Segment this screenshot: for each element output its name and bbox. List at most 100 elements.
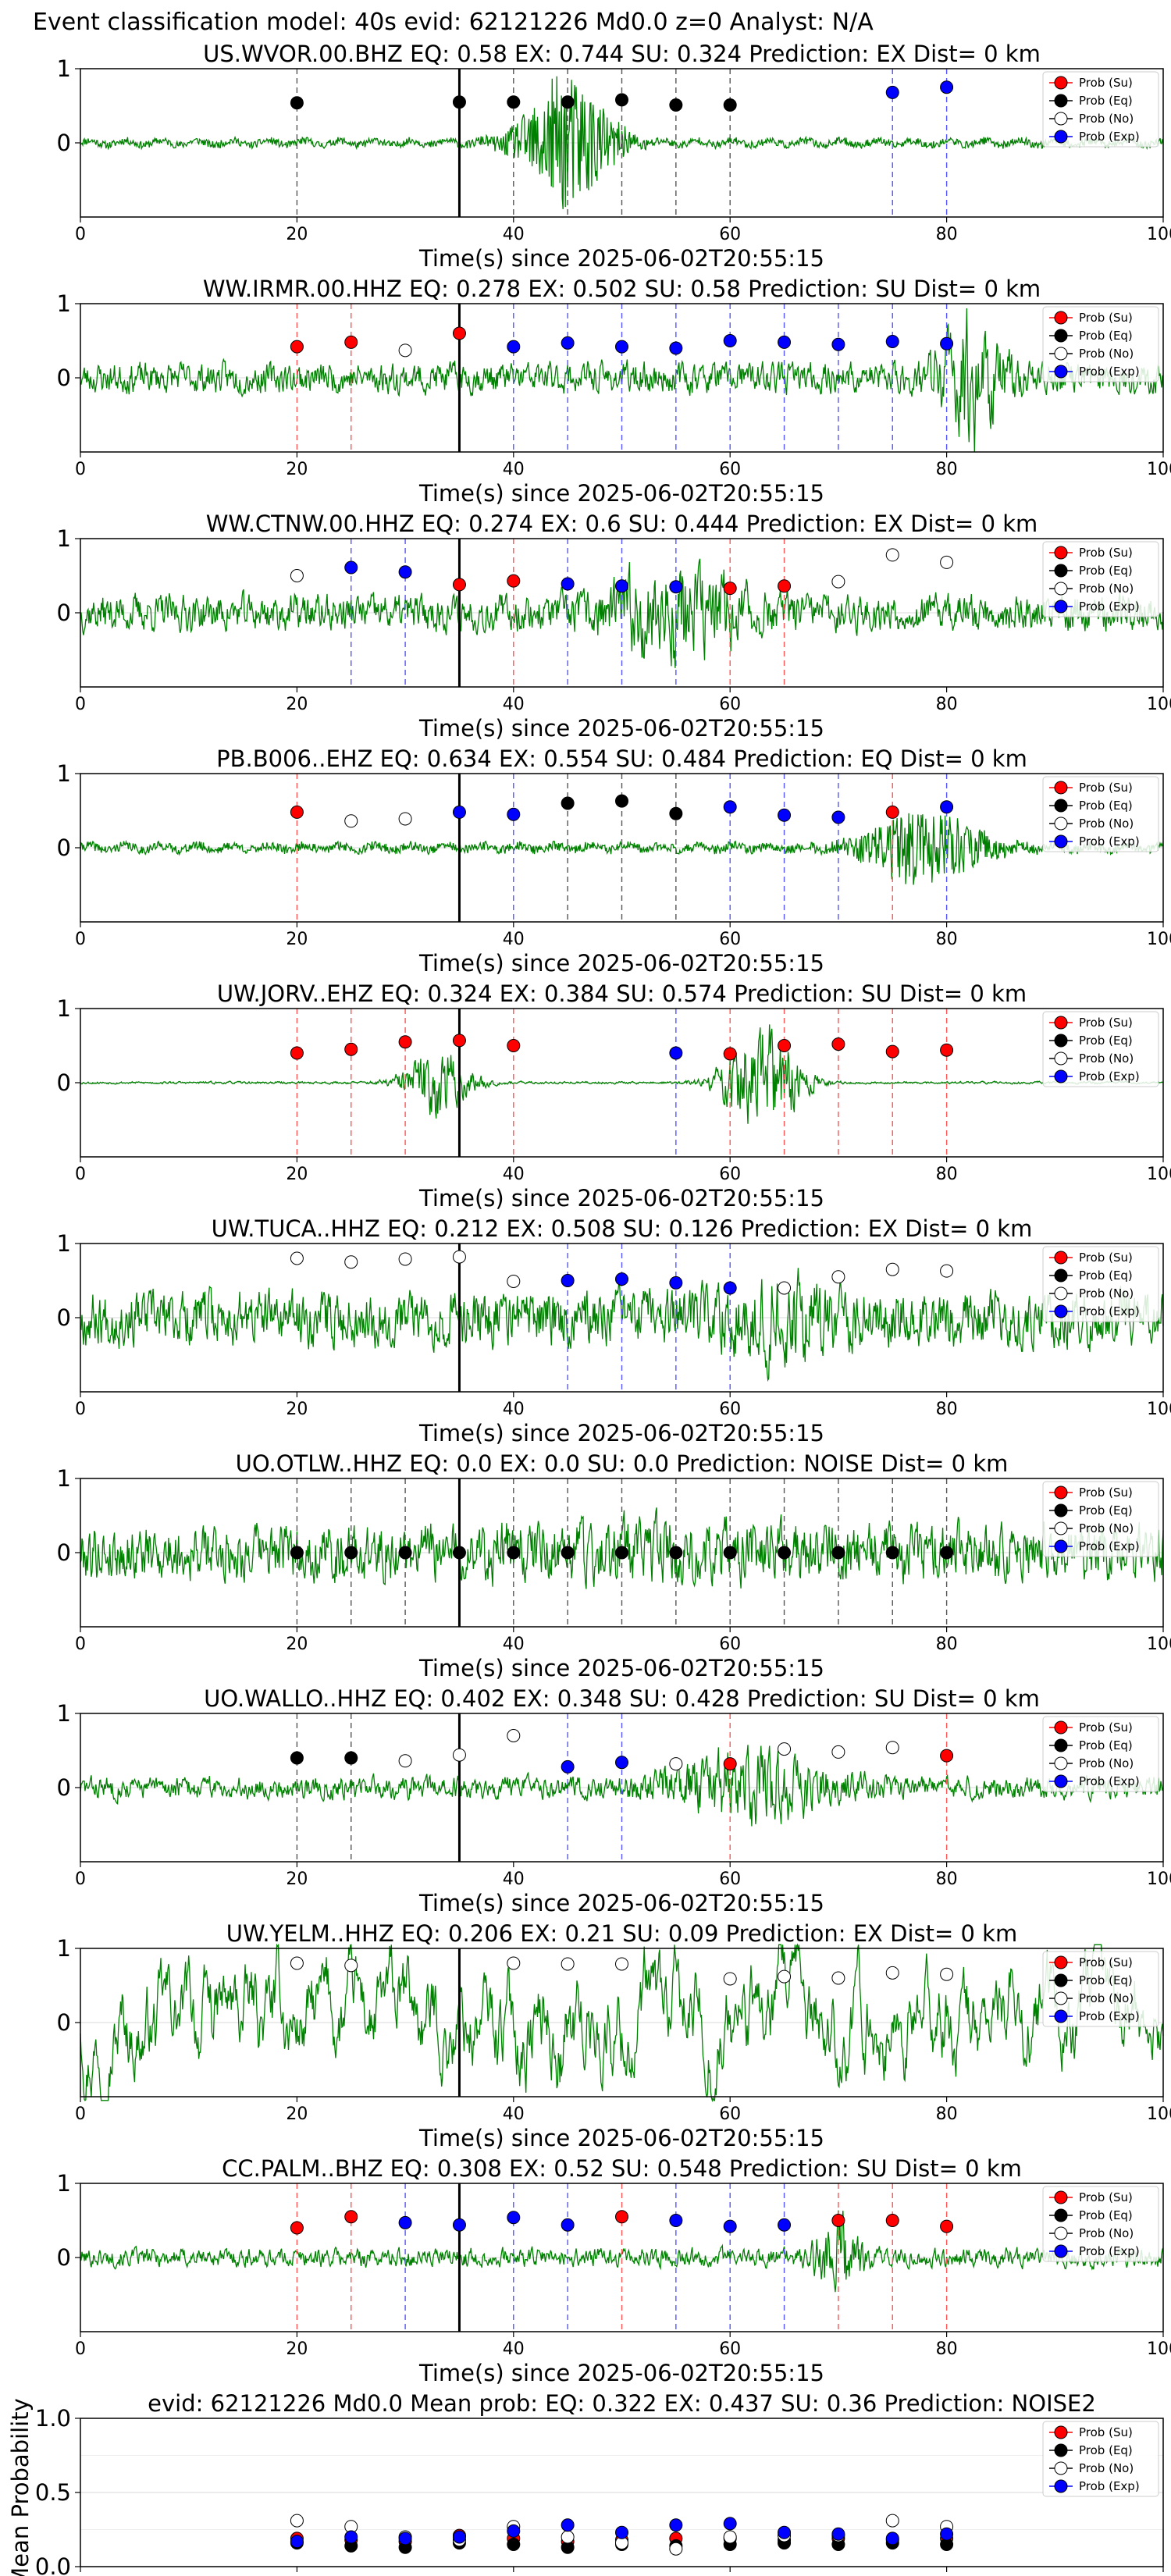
- prob-point-exp: [615, 579, 628, 593]
- legend-label-eq: Prob (Eq): [1079, 1034, 1133, 1048]
- mean-point-no: [669, 2542, 683, 2556]
- prob-point-eq: [669, 98, 683, 112]
- x-tick-label: 40: [503, 460, 525, 479]
- x-tick-label: 100: [1147, 2105, 1171, 2124]
- mean-point-no: [885, 2514, 899, 2528]
- legend-label-exp: Prob (Exp): [1079, 1304, 1140, 1318]
- prob-point-no: [940, 1264, 954, 1278]
- x-tick-label: 40: [503, 2574, 525, 2576]
- legend-label-eq: Prob (Eq): [1079, 2443, 1133, 2457]
- legend-box: [1042, 1716, 1159, 1792]
- y-tick-label: 0: [57, 1304, 71, 1331]
- legend-label-su: Prob (Su): [1079, 1016, 1133, 1030]
- waveform-trace: [80, 1943, 1164, 2103]
- prob-point-no: [398, 812, 412, 826]
- x-tick-label: 80: [936, 695, 958, 714]
- legend-marker-eq: [1054, 1738, 1068, 1752]
- x-tick-label: 60: [719, 1870, 741, 1889]
- legend-marker-su: [1054, 546, 1068, 560]
- prob-point-no: [507, 1274, 521, 1288]
- prob-point-exp: [561, 577, 575, 591]
- legend-box: [1042, 1951, 1159, 2027]
- panels: US.WVOR.00.BHZ EQ: 0.58 EX: 0.744 SU: 0.…: [7, 41, 1171, 2576]
- prob-point-su: [940, 1749, 954, 1763]
- prob-point-no: [344, 1255, 358, 1269]
- x-tick-label: 40: [503, 2339, 525, 2359]
- legend-label-no: Prob (No): [1079, 1521, 1134, 1535]
- y-tick-label: 1: [57, 2170, 71, 2197]
- x-tick-label: 0: [75, 1635, 86, 1654]
- legend-label-su: Prob (Su): [1079, 1955, 1133, 1969]
- prob-point-exp: [831, 810, 845, 824]
- x-tick-label: 40: [503, 930, 525, 949]
- prob-point-eq: [290, 1546, 304, 1560]
- legend-label-eq: Prob (Eq): [1079, 1973, 1133, 1987]
- legend-label-su: Prob (Su): [1079, 1485, 1133, 1500]
- legend-marker-exp: [1054, 1304, 1068, 1318]
- prob-point-eq: [615, 794, 628, 808]
- legend-label-exp: Prob (Exp): [1079, 2009, 1140, 2023]
- legend-box: [1042, 71, 1159, 148]
- legend-marker-eq: [1054, 564, 1068, 578]
- prob-point-no: [398, 1754, 412, 1768]
- legend-label-eq: Prob (Eq): [1079, 1738, 1133, 1752]
- legend-label-no: Prob (No): [1079, 2461, 1134, 2475]
- prob-point-exp: [940, 336, 954, 350]
- legend-label-eq: Prob (Eq): [1079, 2208, 1133, 2222]
- prob-point-exp: [615, 1272, 628, 1286]
- y-tick-label: 1: [57, 1935, 71, 1962]
- panel-title: PB.B006..EHZ EQ: 0.634 EX: 0.554 SU: 0.4…: [216, 745, 1027, 772]
- prob-point-su: [940, 2219, 954, 2233]
- legend-marker-eq: [1054, 329, 1068, 343]
- legend-marker-eq: [1054, 2443, 1068, 2457]
- prob-point-no: [561, 1957, 575, 1971]
- prob-point-su: [507, 1039, 521, 1052]
- prob-point-no: [885, 1262, 899, 1276]
- prob-point-no: [885, 548, 899, 562]
- legend-marker-eq: [1054, 1268, 1068, 1283]
- x-tick-label: 80: [936, 1165, 958, 1184]
- prob-point-eq: [561, 1546, 575, 1560]
- x-tick-label: 40: [503, 1635, 525, 1654]
- legend-label-eq: Prob (Eq): [1079, 1268, 1133, 1283]
- prob-point-exp: [669, 1046, 683, 1060]
- prob-point-no: [669, 1757, 683, 1771]
- legend-label-su: Prob (Su): [1079, 781, 1133, 795]
- prob-point-exp: [561, 336, 575, 350]
- legend-label-su: Prob (Su): [1079, 546, 1133, 560]
- prob-point-exp: [344, 560, 358, 575]
- legend-label-su: Prob (Su): [1079, 1720, 1133, 1735]
- mean-point-exp: [561, 2518, 575, 2532]
- prob-point-su: [290, 805, 304, 819]
- x-tick-label: 100: [1147, 1165, 1171, 1184]
- prob-point-eq: [831, 1546, 845, 1560]
- x-tick-label: 80: [936, 930, 958, 949]
- legend-marker-su: [1054, 1720, 1068, 1735]
- prob-point-eq: [940, 1546, 954, 1560]
- prob-point-exp: [778, 2218, 792, 2232]
- x-tick-label: 40: [503, 1400, 525, 1419]
- legend-marker-no: [1054, 1286, 1068, 1300]
- legend-marker-no: [1054, 582, 1068, 596]
- mean-point-no: [561, 2530, 575, 2544]
- legend-label-exp: Prob (Exp): [1079, 1539, 1140, 1553]
- x-tick-label: 40: [503, 695, 525, 714]
- panel-title: UO.WALLO..HHZ EQ: 0.402 EX: 0.348 SU: 0.…: [204, 1685, 1040, 1712]
- y-tick-label: 1: [57, 1700, 71, 1727]
- prob-point-su: [940, 1043, 954, 1057]
- x-tick-label: 100: [1147, 695, 1171, 714]
- x-tick-label: 60: [719, 2574, 741, 2576]
- station-panel: PB.B006..EHZ EQ: 0.634 EX: 0.554 SU: 0.4…: [57, 745, 1171, 977]
- prob-point-no: [290, 569, 304, 582]
- y-tick-label: 0: [57, 1774, 71, 1801]
- x-axis-label: Time(s) since 2025-06-02T20:55:15: [418, 2360, 824, 2386]
- x-tick-label: 60: [719, 1165, 741, 1184]
- x-tick-label: 80: [936, 1870, 958, 1889]
- legend-label-exp: Prob (Exp): [1079, 1069, 1140, 1083]
- prob-point-exp: [669, 1276, 683, 1290]
- legend-label-eq: Prob (Eq): [1079, 799, 1133, 813]
- legend-marker-exp: [1054, 1069, 1068, 1083]
- mean-point-exp: [507, 2524, 521, 2538]
- prob-point-eq: [290, 96, 304, 110]
- mean-probability-panel: evid: 62121226 Md0.0 Mean prob: EQ: 0.32…: [7, 2390, 1171, 2576]
